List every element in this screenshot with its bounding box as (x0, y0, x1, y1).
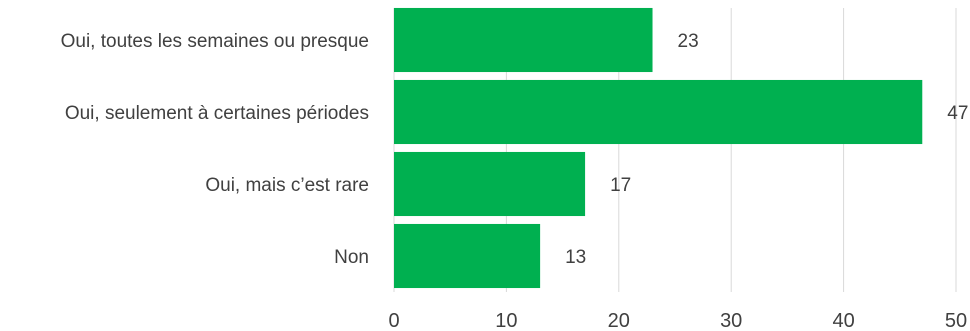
x-tick-label-10: 10 (495, 310, 517, 331)
labels: 0 10 20 30 40 50 Oui, toutes les semaines ou p… (61, 31, 969, 331)
x-tick-label-30: 30 (720, 310, 742, 331)
x-tick-label-20: 20 (608, 310, 630, 331)
category-label-3: Non (334, 247, 369, 268)
bar-0 (394, 7, 653, 73)
data-label-0: 23 (678, 31, 699, 52)
category-label-0: Oui, toutes les semaines ou presque (61, 31, 369, 52)
x-tick-label-40: 40 (832, 310, 854, 331)
category-label-1: Oui, seulement à certaines périodes (65, 103, 369, 124)
data-label-2: 17 (610, 175, 631, 196)
bar-1 (394, 79, 923, 145)
bar-2 (394, 151, 586, 217)
x-tick-label-50: 50 (945, 310, 967, 331)
category-label-2: Oui, mais c’est rare (205, 175, 369, 196)
bar-3 (394, 223, 541, 289)
data-label-3: 13 (565, 247, 586, 268)
data-label-1: 47 (947, 103, 968, 124)
x-tick-label-0: 0 (388, 310, 399, 331)
bars (394, 7, 923, 289)
